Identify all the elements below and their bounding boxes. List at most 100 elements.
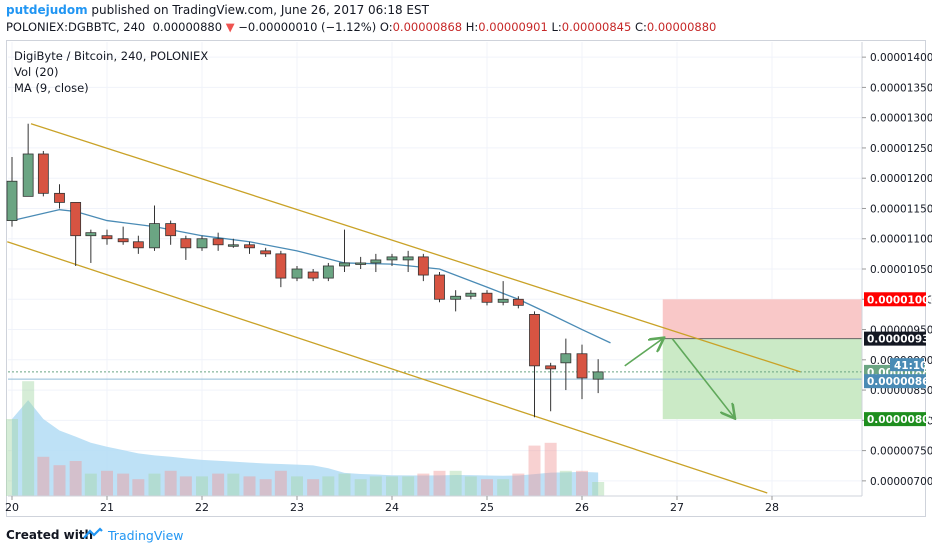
candle-body xyxy=(165,223,177,237)
stop-loss-zone xyxy=(662,299,862,339)
symbol-label: POLONIEX:DGBBTC, 240 xyxy=(6,20,146,34)
author-link[interactable]: putdejudom xyxy=(6,3,88,17)
candle-body xyxy=(54,192,65,203)
candle xyxy=(22,123,34,197)
upper-channel-line[interactable] xyxy=(30,123,801,373)
candle-body xyxy=(196,238,208,249)
candle xyxy=(275,250,287,288)
open-value: 0.00000868 xyxy=(392,20,463,34)
volume-bar xyxy=(84,473,97,496)
volume-bar xyxy=(259,479,272,496)
time-axis[interactable]: 20 21 22 23 24 25 26 27 28 xyxy=(5,495,862,514)
volume-bar xyxy=(402,476,415,496)
candle xyxy=(180,235,192,260)
moving-average xyxy=(11,209,611,344)
price-tick-label: 0.00001350 xyxy=(870,82,932,94)
price-label-text: 0.00000935 xyxy=(867,334,932,346)
candle-body xyxy=(22,153,34,197)
trendlines[interactable] xyxy=(7,123,801,494)
volume-bar xyxy=(227,473,240,496)
projection-arrow[interactable] xyxy=(624,339,663,367)
candle-body xyxy=(6,180,18,221)
candle-body xyxy=(417,256,429,276)
price-label-bg xyxy=(864,374,926,389)
candle-body xyxy=(434,274,445,300)
volume-bar xyxy=(369,476,382,496)
price-tick-label: 0.00001300 xyxy=(870,113,932,125)
candle xyxy=(450,290,462,312)
legend-ma: MA (9, close) xyxy=(14,81,89,95)
candle-body xyxy=(101,235,113,240)
volume-bar xyxy=(6,419,18,496)
candle-body xyxy=(307,271,319,279)
volume-bar xyxy=(164,470,177,496)
candle-body xyxy=(560,353,572,364)
price-label-bg xyxy=(864,331,926,346)
candle-body xyxy=(275,253,287,279)
volume-bar xyxy=(274,470,287,496)
candle xyxy=(227,238,239,248)
volume-bar xyxy=(433,470,446,496)
volume-ma-area xyxy=(12,400,599,496)
volume-bar xyxy=(512,473,525,496)
candle-body xyxy=(37,153,49,194)
price-axis[interactable]: 0.00001400 0.00001350 0.00001300 0.00001250… xyxy=(861,42,932,496)
candle xyxy=(481,290,493,306)
candle xyxy=(149,205,160,251)
price-label-bg xyxy=(864,292,926,307)
candle-body xyxy=(260,250,272,255)
time-tick-label: 20 xyxy=(5,501,19,514)
candle xyxy=(6,157,18,227)
low-value: 0.00000845 xyxy=(561,20,632,34)
price-tick-label: 0.00001250 xyxy=(870,143,932,155)
volume-bar xyxy=(53,465,66,496)
time-tick-label: 26 xyxy=(575,501,589,514)
time-tick-label: 24 xyxy=(385,501,399,514)
candle xyxy=(465,290,477,300)
price-lines xyxy=(8,371,862,380)
projection-arrow[interactable] xyxy=(671,338,734,418)
candle-body xyxy=(370,259,382,264)
volume-bar xyxy=(338,473,351,496)
candle xyxy=(529,311,540,418)
candle-body xyxy=(322,265,334,279)
volume-bar xyxy=(449,470,462,496)
price-labels: 0.000010000.000009350.000008800.00000868… xyxy=(864,292,932,427)
candle xyxy=(260,247,272,257)
created-with-text: Created with xyxy=(6,528,94,542)
volume-bar xyxy=(291,476,303,496)
volume-bar xyxy=(196,476,208,496)
volume-bar xyxy=(179,476,192,496)
candle xyxy=(291,265,303,282)
price-label-target: 0.00000802 xyxy=(864,412,932,427)
candle xyxy=(54,184,65,209)
candle-body xyxy=(291,268,303,279)
price-tick-label: 0.00001050 xyxy=(870,264,932,276)
lower-channel-line[interactable] xyxy=(7,241,768,494)
candle-body xyxy=(212,238,224,246)
volume-bar xyxy=(544,442,557,496)
volume-bar xyxy=(307,479,320,496)
price-tick-label: 0.00001400 xyxy=(870,52,932,64)
last-price: 0.00000880 xyxy=(152,20,223,34)
ma-line xyxy=(11,209,611,344)
low-label: L: xyxy=(551,20,562,34)
candle xyxy=(322,262,334,282)
volume-bar xyxy=(132,479,145,496)
time-tick-label: 21 xyxy=(100,501,114,514)
candle xyxy=(212,232,224,251)
footer: Created with TradingView xyxy=(0,518,932,550)
tradingview-brand[interactable]: TradingView xyxy=(108,528,184,543)
chart-frame xyxy=(6,40,926,517)
candle-body xyxy=(402,256,414,261)
volume-bar xyxy=(464,476,477,496)
price-label-text: 0.00001000 xyxy=(867,294,932,306)
candle-body xyxy=(70,202,82,237)
candle xyxy=(545,362,557,412)
candle xyxy=(355,256,367,269)
legend-volume: Vol (20) xyxy=(14,65,58,79)
projection-arrows[interactable] xyxy=(624,338,734,418)
candle-body xyxy=(355,262,367,265)
candle-body xyxy=(576,353,588,379)
